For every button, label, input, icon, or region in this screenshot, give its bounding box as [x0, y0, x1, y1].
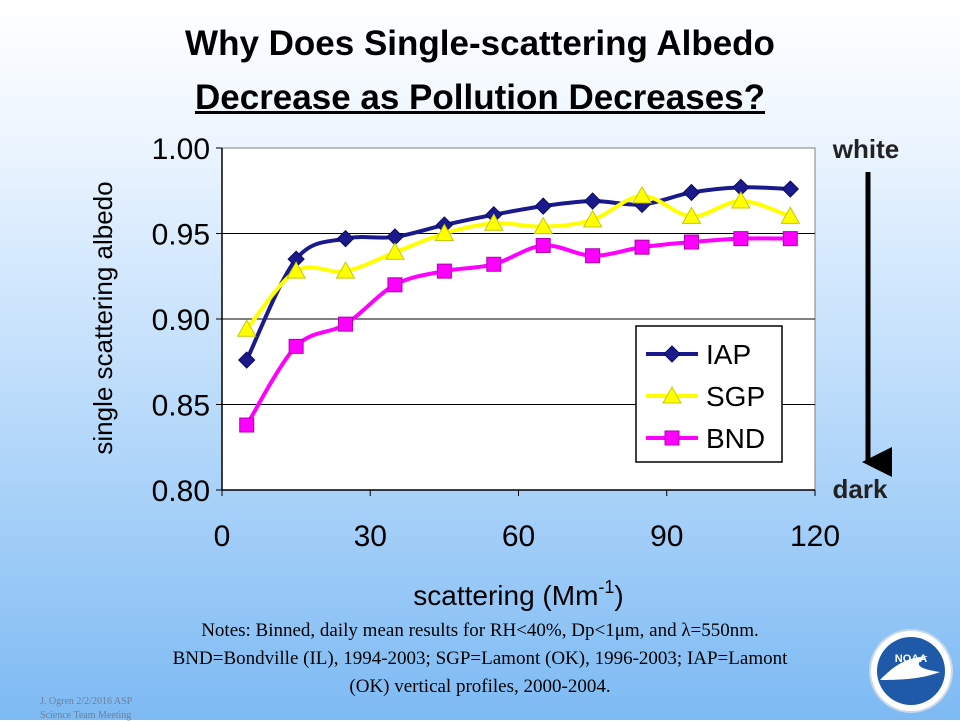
- data-point-bnd: [683, 234, 699, 250]
- data-point-sgp: [335, 261, 356, 279]
- y-tick-label: 0.95: [152, 219, 210, 252]
- legend-label-bnd: BND: [706, 423, 765, 454]
- legend-marker-bnd: [664, 430, 680, 446]
- data-point-sgp: [434, 223, 455, 241]
- data-point-bnd: [288, 338, 304, 354]
- series-bnd: [239, 231, 798, 433]
- x-tick-label: 90: [650, 520, 683, 553]
- data-point-bnd: [239, 417, 255, 433]
- y-tick-label: 1.00: [152, 133, 210, 166]
- y-axis-label: single scattering albedo: [88, 181, 118, 454]
- data-point-bnd: [535, 237, 551, 253]
- data-point-bnd: [338, 316, 354, 332]
- x-axis-label-end: ): [614, 580, 623, 611]
- noaa-logo-icon: NOAA: [869, 629, 953, 713]
- x-axis-label-main: scattering (Mm: [413, 580, 598, 611]
- data-point-bnd: [782, 231, 798, 247]
- data-point-bnd: [387, 277, 403, 293]
- series-sgp: [236, 185, 801, 337]
- albedo-chart: 0.80 0.85 0.90 0.95 1.00 0 30 60 90 120 scattering…: [88, 133, 899, 611]
- y-tick-label: 0.80: [152, 475, 210, 508]
- annotation-white: white: [832, 134, 899, 164]
- data-point-iap: [781, 180, 799, 198]
- data-point-bnd: [733, 231, 749, 247]
- data-point-bnd: [634, 239, 650, 255]
- x-tick-label: 30: [354, 520, 387, 553]
- data-point-iap: [682, 183, 701, 202]
- annotation-dark: dark: [833, 474, 888, 504]
- y-tick-label: 0.90: [152, 304, 210, 337]
- legend-marker-iap: [663, 345, 681, 363]
- x-tick-label: 60: [502, 520, 535, 553]
- data-point-bnd: [585, 248, 601, 264]
- data-point-iap: [534, 197, 552, 215]
- data-point-iap: [336, 229, 355, 248]
- data-point-sgp: [582, 209, 603, 228]
- legend-label-iap: IAP: [706, 339, 751, 370]
- x-axis-label-sup: -1: [598, 577, 614, 597]
- data-point-sgp: [286, 261, 306, 279]
- notes-line3: (OK) vertical profiles, 2000-2004.: [349, 676, 611, 697]
- data-point-sgp: [681, 206, 702, 224]
- data-point-sgp: [731, 190, 751, 209]
- series-iap: [238, 178, 799, 369]
- x-axis-label: scattering (Mm-1): [413, 577, 624, 611]
- data-point-sgp: [780, 206, 801, 224]
- slide-title-line2: Decrease as Pollution Decreases?: [194, 78, 765, 117]
- slide-title-line1: Why Does Single-scattering Albedo: [185, 24, 775, 63]
- data-point-sgp: [385, 242, 405, 260]
- legend-marker-sgp: [662, 385, 682, 404]
- noaa-logo-text: NOAA: [895, 653, 927, 665]
- notes-line2: BND=Bondville (IL), 1994-2003; SGP=Lamon…: [172, 648, 788, 669]
- notes-line1: Notes: Binned, daily mean results for RH…: [201, 620, 759, 641]
- data-point-sgp: [533, 216, 554, 235]
- y-tick-label: 0.85: [152, 390, 210, 423]
- legend-label-sgp: SGP: [706, 381, 765, 412]
- data-point-sgp: [483, 213, 504, 231]
- data-point-sgp: [632, 185, 652, 204]
- x-tick-label: 0: [214, 520, 231, 553]
- data-point-sgp: [236, 319, 257, 337]
- x-tick-label: 120: [790, 520, 840, 553]
- data-point-iap: [238, 351, 256, 369]
- data-point-bnd: [486, 256, 502, 272]
- footer-meeting: Science Team Meeting: [40, 710, 132, 721]
- data-point-bnd: [436, 263, 452, 279]
- footer-author: J. Ogren 2/2/2016 ASP: [40, 696, 133, 707]
- data-point-iap: [583, 192, 602, 210]
